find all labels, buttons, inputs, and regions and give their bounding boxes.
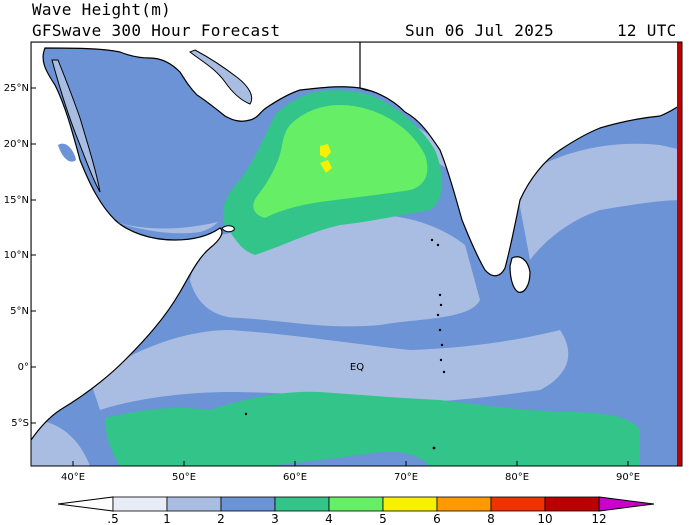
colorbar-label: 1 [163, 512, 171, 525]
east-edge-strip [677, 42, 682, 466]
longitude-ticks: 40°E 50°E 60°E 70°E 80°E 90°E [61, 461, 640, 483]
land-socotra [221, 225, 235, 233]
lon-tick-label: 50°E [172, 472, 196, 483]
colorbar-max-arrow [598, 496, 655, 512]
colorbar-label: 6 [433, 512, 441, 525]
wave-band-1-2m-south [31, 420, 90, 466]
lon-tick-label: 80°E [505, 472, 529, 483]
valid-date: Sun 06 Jul 2025 [405, 21, 554, 40]
colorbar-label: 8 [487, 512, 495, 525]
island-dots [244, 238, 446, 450]
colorbar: .5 1 2 3 4 5 6 8 10 12 [57, 496, 655, 525]
colorbar-label: 4 [325, 512, 333, 525]
colorbar-segment [220, 496, 276, 512]
colorbar-segment [544, 496, 600, 512]
colorbar-min-arrow [57, 496, 114, 512]
equator-label: EQ [350, 362, 364, 373]
lat-tick-label: 5°S [11, 418, 29, 429]
colorbar-label: 10 [537, 512, 552, 525]
lat-tick-label: 0° [18, 362, 29, 373]
wave-band-5-6m-a [320, 144, 331, 158]
colorbar-label: 12 [591, 512, 606, 525]
persian-gulf-water [189, 49, 253, 105]
wave-band-1-2m-bay [515, 143, 682, 260]
colorbar-segment [382, 496, 438, 512]
lon-tick-label: 40°E [61, 472, 85, 483]
wave-band-4-5m [253, 105, 428, 218]
map-frame [30, 41, 683, 467]
colorbar-segment [166, 496, 222, 512]
red-sea-water [51, 59, 101, 193]
colorbar-label: 2 [217, 512, 225, 525]
colorbar-segment [436, 496, 492, 512]
lon-tick-label: 70°E [394, 472, 418, 483]
product-title: GFSwave 300 Hour Forecast [32, 21, 281, 40]
lon-tick-label: 60°E [283, 472, 307, 483]
colorbar-label: 5 [379, 512, 387, 525]
variable-title: Wave Height(m) [32, 0, 172, 19]
colorbar-segment [490, 496, 546, 512]
red-sea-patch [58, 143, 76, 162]
lat-tick-label: 10°N [4, 250, 29, 261]
wave-band-5-6m-b [320, 160, 332, 173]
wave-band-3-4m-southern [105, 391, 640, 466]
lat-tick-label: 5°N [10, 306, 29, 317]
colorbar-segment [328, 496, 384, 512]
lat-tick-label: 25°N [4, 83, 29, 94]
lat-tick-label: 15°N [4, 195, 29, 206]
lon-tick-label: 90°E [616, 472, 640, 483]
land-india [359, 42, 682, 277]
colorbar-segment [112, 496, 168, 512]
lat-tick-label: 20°N [4, 139, 29, 150]
valid-time: 12 UTC [617, 21, 677, 40]
colorbar-label: .5 [107, 512, 118, 525]
map-field [31, 42, 682, 466]
wave-band-1-2m-equatorial [90, 330, 569, 410]
latitude-ticks: 25°N 20°N 15°N 10°N 5°N 0° 5°S [4, 83, 36, 429]
gulf-of-aden-water [115, 222, 218, 234]
land-sri-lanka [509, 256, 531, 293]
colorbar-label: 3 [271, 512, 279, 525]
colorbar-segment [274, 496, 330, 512]
